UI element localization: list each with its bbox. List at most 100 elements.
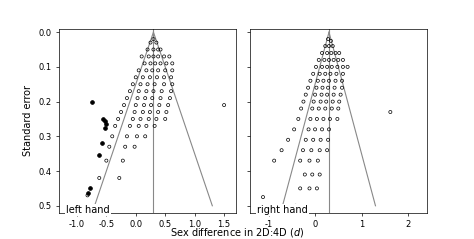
Point — [220, 103, 228, 107]
Point — [155, 68, 162, 72]
Point — [132, 75, 139, 79]
Point — [338, 79, 346, 83]
Point — [153, 117, 160, 121]
Point — [119, 159, 127, 163]
Point — [308, 148, 315, 152]
Point — [131, 145, 138, 149]
Point — [131, 110, 138, 114]
Point — [330, 93, 337, 97]
Point — [143, 124, 150, 128]
Point — [318, 51, 326, 55]
Point — [304, 86, 312, 90]
Point — [321, 107, 329, 110]
Point — [98, 141, 105, 145]
Point — [307, 79, 314, 83]
Point — [151, 124, 158, 128]
Point — [312, 65, 320, 69]
Point — [310, 72, 317, 76]
Point — [147, 103, 155, 107]
Point — [147, 61, 155, 65]
Point — [135, 89, 143, 93]
Point — [150, 48, 157, 51]
Point — [318, 65, 326, 69]
Point — [160, 54, 168, 58]
Point — [294, 117, 302, 121]
Point — [163, 110, 170, 114]
Point — [157, 61, 164, 65]
Point — [100, 117, 107, 121]
Y-axis label: Standard error: Standard error — [23, 85, 33, 156]
Point — [324, 86, 332, 90]
Point — [151, 82, 158, 86]
Point — [111, 124, 119, 128]
Point — [148, 96, 156, 100]
Point — [335, 107, 342, 110]
Point — [310, 100, 318, 103]
Point — [137, 82, 144, 86]
Point — [323, 65, 331, 69]
Point — [102, 159, 110, 163]
Point — [88, 100, 95, 103]
Point — [317, 138, 324, 142]
Point — [330, 58, 337, 62]
Point — [140, 103, 148, 107]
Point — [317, 100, 324, 103]
Point — [325, 58, 333, 62]
Point — [306, 186, 313, 190]
Point — [139, 110, 146, 114]
Point — [314, 79, 322, 83]
Point — [319, 79, 327, 83]
Point — [328, 51, 335, 55]
Point — [150, 37, 157, 41]
Point — [318, 93, 325, 97]
Point — [337, 93, 345, 97]
Point — [106, 145, 113, 149]
Point — [132, 103, 139, 107]
Point — [143, 68, 150, 72]
Point — [133, 134, 141, 138]
Point — [158, 89, 165, 93]
Point — [296, 159, 304, 163]
Text: Sex difference in 2D:4D ($\it{d}$): Sex difference in 2D:4D ($\it{d}$) — [170, 226, 304, 239]
Point — [319, 117, 327, 121]
Point — [95, 176, 103, 180]
Point — [259, 195, 267, 199]
Point — [146, 110, 154, 114]
Point — [151, 61, 159, 65]
Point — [309, 107, 316, 110]
Point — [313, 117, 321, 121]
Point — [338, 86, 346, 90]
Point — [109, 134, 116, 138]
Point — [313, 186, 321, 190]
Point — [135, 68, 143, 72]
Point — [168, 82, 176, 86]
Point — [335, 58, 342, 62]
Point — [315, 107, 323, 110]
Point — [315, 58, 323, 62]
Point — [144, 48, 151, 51]
Point — [145, 54, 153, 58]
Point — [318, 127, 326, 131]
Point — [387, 110, 394, 114]
Point — [167, 75, 175, 79]
Point — [167, 89, 175, 93]
Point — [135, 124, 143, 128]
Point — [121, 145, 129, 149]
Point — [321, 72, 329, 76]
Point — [291, 127, 298, 131]
Point — [325, 44, 333, 48]
Point — [323, 93, 331, 97]
Point — [153, 75, 161, 79]
Point — [307, 117, 314, 121]
Point — [162, 117, 169, 121]
Point — [134, 96, 141, 100]
Point — [323, 51, 331, 55]
Point — [300, 100, 307, 103]
Point — [325, 79, 333, 83]
Point — [305, 127, 312, 131]
Point — [153, 41, 160, 44]
Point — [332, 51, 339, 55]
Point — [316, 148, 323, 152]
Point — [150, 54, 157, 58]
Point — [168, 61, 176, 65]
